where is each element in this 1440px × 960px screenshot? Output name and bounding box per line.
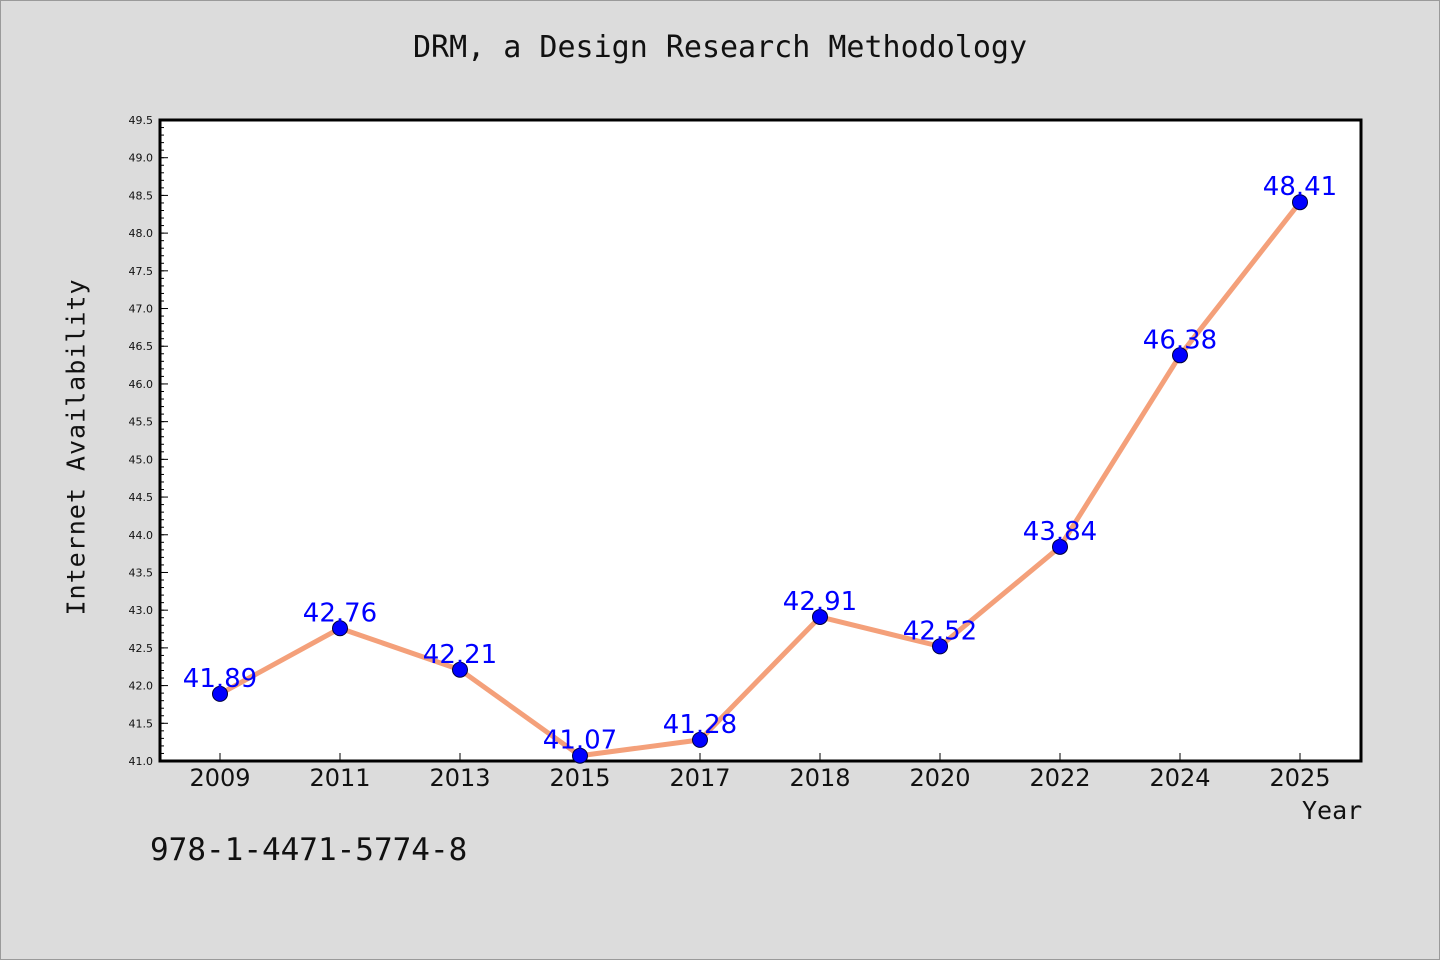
x-tick-label: 2009: [189, 764, 250, 792]
x-tick-label: 2011: [309, 764, 370, 792]
y-tick-label: 42.0: [129, 680, 154, 693]
y-tick-label: 43.0: [129, 604, 154, 617]
x-tick-label: 2018: [789, 764, 850, 792]
x-tick-label: 2017: [669, 764, 730, 792]
x-tick-label: 2013: [429, 764, 490, 792]
series-line-group: 41.89 42.76 42.21 41.07 41.28 42.91 42.52 43.84…: [183, 172, 1337, 764]
y-tick-label: 45.5: [129, 416, 154, 429]
x-axis: 2009 2011 2013 2015 2017 2018 2020 2022 2024 2025: [189, 753, 1331, 792]
y-tick-label: 42.5: [129, 642, 154, 655]
x-tick-label: 2015: [549, 764, 610, 792]
data-label: 41.28: [663, 710, 737, 740]
isbn-footer: 978-1-4471-5774-8: [150, 832, 468, 868]
data-point: [1052, 538, 1068, 555]
y-tick-label: 46.5: [129, 340, 154, 353]
x-tick-label: 2020: [909, 764, 970, 792]
data-label: 42.91: [783, 587, 857, 617]
data-label: 42.52: [903, 616, 977, 646]
data-point: [1292, 194, 1308, 211]
x-axis-label: Year: [1302, 796, 1363, 825]
x-tick-label: 2022: [1029, 764, 1090, 792]
y-tick-label: 44.5: [129, 491, 154, 504]
y-tick-label: 41.0: [129, 755, 154, 768]
data-label: 42.21: [423, 640, 497, 670]
y-tick-label: 47.5: [129, 265, 154, 278]
data-point: [452, 661, 468, 678]
data-point: [332, 620, 348, 637]
data-point: [212, 685, 228, 702]
data-point: [692, 731, 708, 748]
x-tick-label: 2025: [1269, 764, 1330, 792]
plot-area: [158, 118, 1363, 763]
data-label: 46.38: [1143, 325, 1217, 355]
y-tick-label: 41.5: [129, 717, 154, 730]
data-label: 42.76: [303, 598, 377, 628]
data-label: 41.89: [183, 664, 257, 694]
y-tick-label: 44.0: [129, 529, 154, 542]
y-tick-label: 49.0: [129, 152, 154, 165]
data-label: 48.41: [1263, 172, 1337, 202]
y-axis: 41.0 41.5 42.0 42.5 43.0 43.5 44.0 44.5 45.0 45.5…: [129, 114, 168, 768]
y-tick-label: 48.5: [129, 189, 154, 202]
data-point: [812, 608, 828, 625]
y-tick-label: 43.5: [129, 566, 154, 579]
data-label: 41.07: [543, 726, 617, 756]
data-point: [1172, 347, 1188, 364]
y-tick-label: 49.5: [129, 114, 154, 127]
y-tick-label: 47.0: [129, 303, 154, 316]
y-tick-label: 46.0: [129, 378, 154, 391]
series-line: [217, 199, 1303, 759]
y-tick-label: 45.0: [129, 453, 154, 466]
data-point: [932, 638, 948, 655]
chart-title: DRM, a Design Research Methodology: [412, 30, 1028, 65]
x-tick-label: 2024: [1149, 764, 1210, 792]
data-label: 43.84: [1023, 517, 1097, 547]
data-point: [572, 747, 588, 764]
y-tick-label: 48.0: [129, 227, 154, 240]
